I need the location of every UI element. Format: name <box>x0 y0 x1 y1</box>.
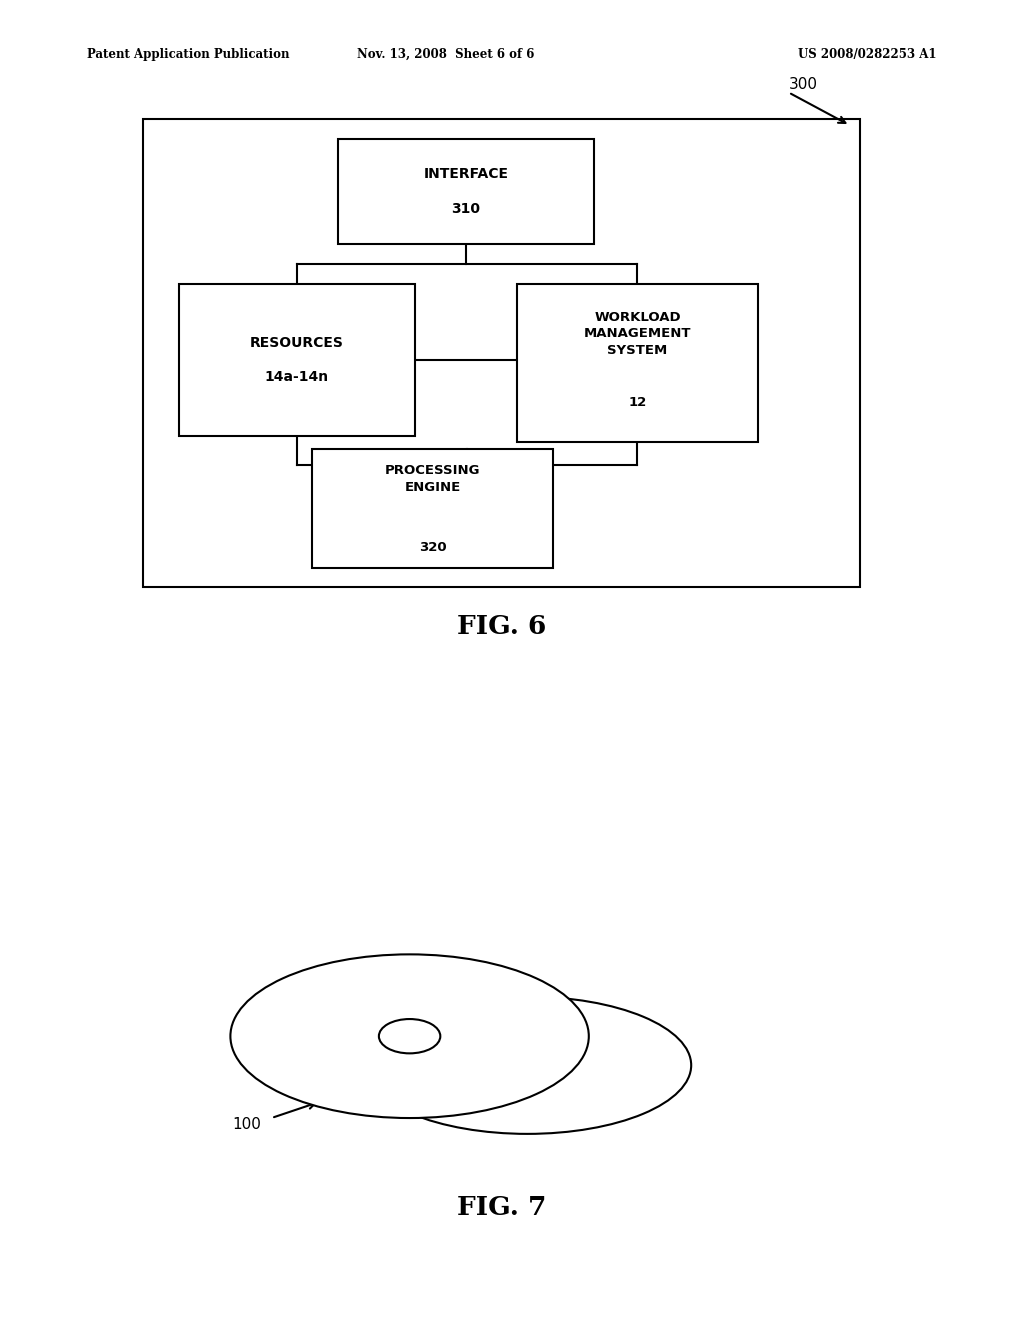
Text: 320: 320 <box>419 541 446 554</box>
Text: FIG. 7: FIG. 7 <box>457 1195 547 1220</box>
Text: US 2008/0282253 A1: US 2008/0282253 A1 <box>799 48 937 61</box>
Text: WORKLOAD
MANAGEMENT
SYSTEM: WORKLOAD MANAGEMENT SYSTEM <box>584 312 691 356</box>
Text: Patent Application Publication: Patent Application Publication <box>87 48 290 61</box>
Bar <box>312 449 553 568</box>
Bar <box>143 119 860 587</box>
Text: Nov. 13, 2008  Sheet 6 of 6: Nov. 13, 2008 Sheet 6 of 6 <box>356 48 535 61</box>
Ellipse shape <box>364 997 691 1134</box>
Text: 100: 100 <box>232 1117 261 1133</box>
Text: 12: 12 <box>629 396 646 409</box>
Bar <box>338 139 594 244</box>
Ellipse shape <box>379 1019 440 1053</box>
Text: 300: 300 <box>788 78 817 92</box>
Text: PROCESSING
ENGINE: PROCESSING ENGINE <box>385 465 480 494</box>
Text: 310: 310 <box>452 202 480 215</box>
Text: INTERFACE: INTERFACE <box>423 168 509 181</box>
Ellipse shape <box>230 954 589 1118</box>
Text: 14a-14n: 14a-14n <box>265 370 329 384</box>
Bar <box>517 284 758 442</box>
Text: RESOURCES: RESOURCES <box>250 335 344 350</box>
Text: FIG. 6: FIG. 6 <box>457 614 547 639</box>
Bar <box>179 284 415 436</box>
